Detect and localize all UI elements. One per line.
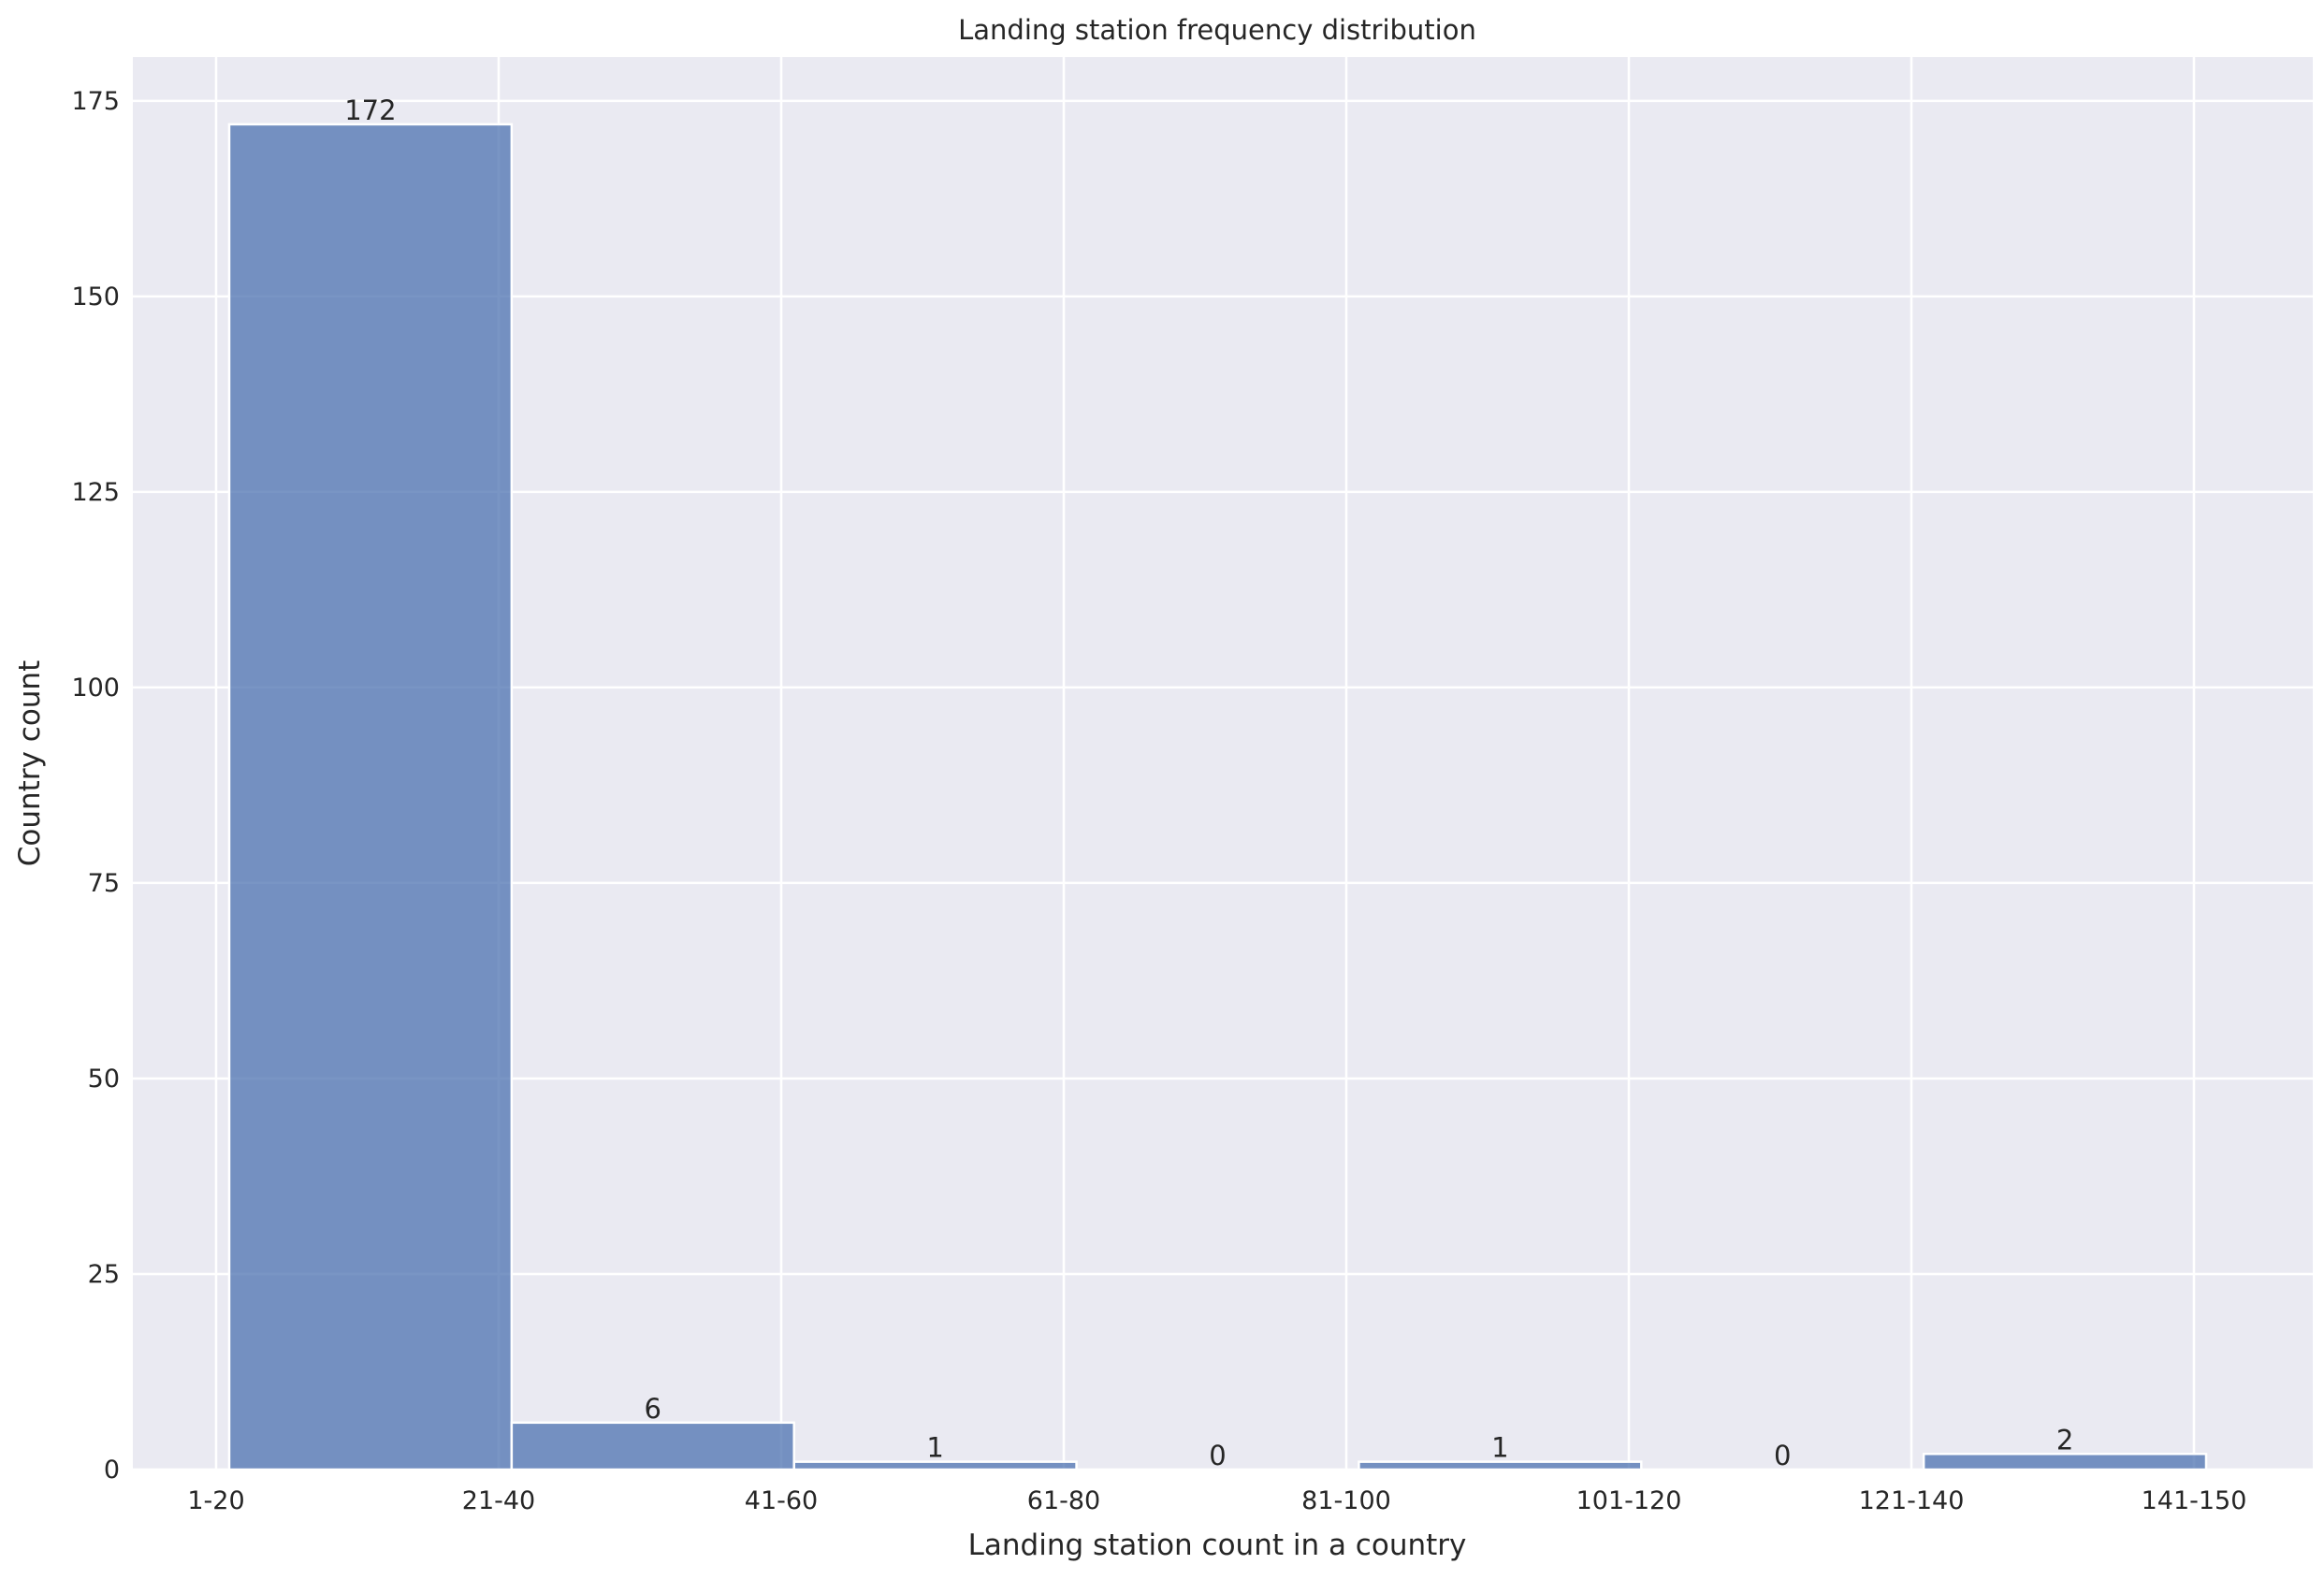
bar-value-label: 1	[1491, 1432, 1508, 1464]
y-tick-label: 100	[71, 674, 120, 703]
x-tick-label: 21-40	[462, 1486, 535, 1515]
y-tick-label: 125	[71, 478, 120, 507]
bar-value-label: 172	[344, 94, 396, 126]
x-tick-label: 121-140	[1859, 1486, 1965, 1515]
y-tick-label: 25	[88, 1260, 120, 1289]
bar-value-label: 6	[645, 1393, 661, 1425]
y-tick-label: 50	[88, 1065, 120, 1094]
y-tick-label: 75	[88, 869, 120, 898]
x-tick-label: 101-120	[1576, 1486, 1682, 1515]
x-tick-label: 141-150	[2142, 1486, 2247, 1515]
x-tick-label: 1-20	[187, 1486, 244, 1515]
histogram-bar	[227, 123, 514, 1471]
x-tick-label: 81-100	[1301, 1486, 1391, 1515]
bar-value-label: 0	[1774, 1440, 1791, 1471]
x-axis-label: Landing station count in a country	[968, 1528, 1467, 1562]
bar-value-label: 2	[2056, 1424, 2073, 1456]
histogram-bar	[1922, 1453, 2208, 1471]
y-axis-label: Country count	[13, 660, 47, 866]
bar-value-label: 1	[926, 1432, 943, 1464]
y-tick-label: 0	[104, 1456, 120, 1485]
histogram-bar	[510, 1421, 795, 1471]
y-tick-label: 150	[71, 282, 120, 311]
x-tick-label: 41-60	[745, 1486, 818, 1515]
data-labels: 172 6 1 0 1 0 2	[344, 94, 2073, 1471]
x-axis-ticks: 1-20 21-40 41-60 61-80 81-100 101-120 121-140 1…	[187, 1486, 2246, 1515]
x-tick-label: 61-80	[1027, 1486, 1100, 1515]
y-tick-label: 175	[71, 87, 120, 116]
histogram-bar	[1358, 1460, 1643, 1471]
y-axis-ticks: 0 25 50 75 100 125 150 175	[71, 87, 120, 1485]
bar-value-label: 0	[1209, 1440, 1226, 1471]
histogram-bar	[792, 1460, 1078, 1471]
chart-title: Landing station frequency distribution	[958, 14, 1476, 46]
bars	[227, 123, 2208, 1471]
